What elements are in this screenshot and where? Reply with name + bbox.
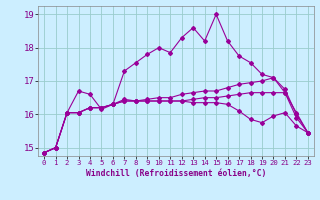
X-axis label: Windchill (Refroidissement éolien,°C): Windchill (Refroidissement éolien,°C) [86,169,266,178]
